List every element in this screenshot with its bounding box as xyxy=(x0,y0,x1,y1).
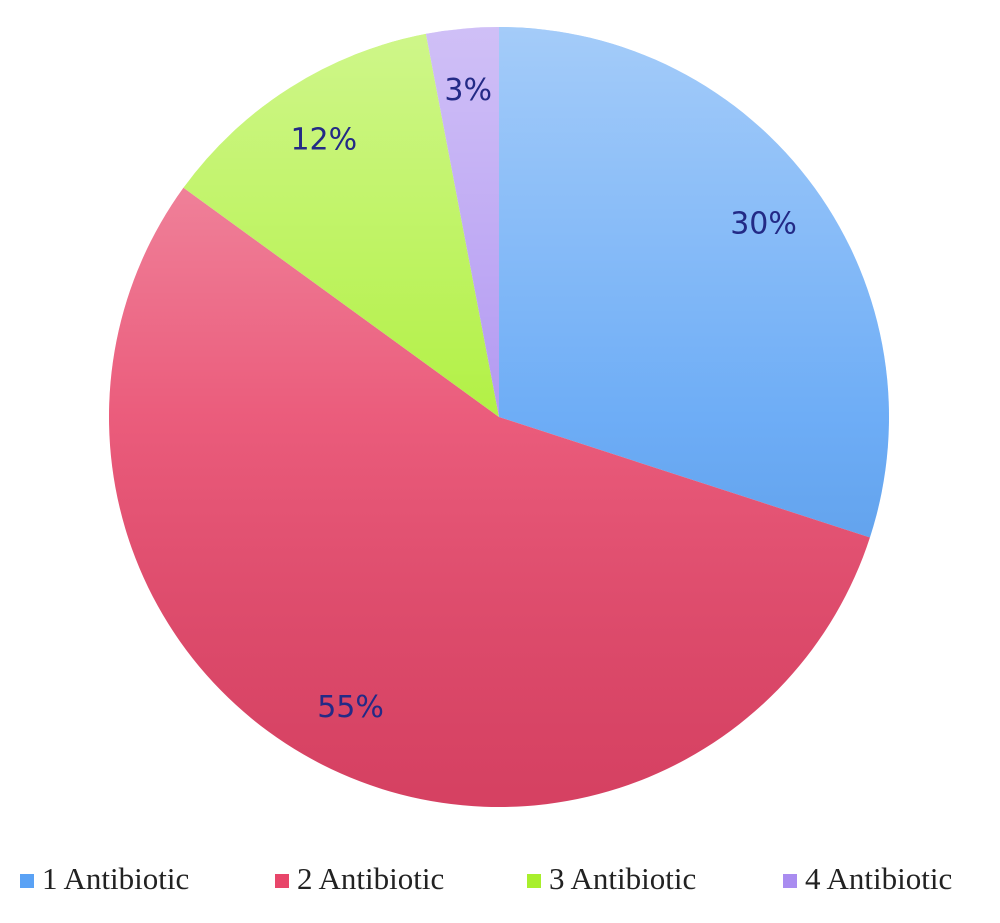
legend-label: 2 Antibiotic xyxy=(297,861,444,896)
legend-swatch xyxy=(527,874,541,888)
value-labels: 30% 55% 12% 3% xyxy=(290,73,796,725)
legend: 1 Antibiotic 2 Antibiotic 3 Antibiotic 4 An… xyxy=(20,861,952,896)
legend-swatch xyxy=(275,874,289,888)
legend-label: 1 Antibiotic xyxy=(42,861,189,896)
legend-swatch xyxy=(783,874,797,888)
legend-swatch xyxy=(20,874,34,888)
pie xyxy=(109,27,890,808)
value-label: 30% xyxy=(730,206,797,241)
value-label: 55% xyxy=(317,690,384,725)
value-label: 12% xyxy=(290,122,357,157)
legend-label: 4 Antibiotic xyxy=(805,861,952,896)
legend-label: 3 Antibiotic xyxy=(549,861,696,896)
value-label: 3% xyxy=(444,73,492,108)
